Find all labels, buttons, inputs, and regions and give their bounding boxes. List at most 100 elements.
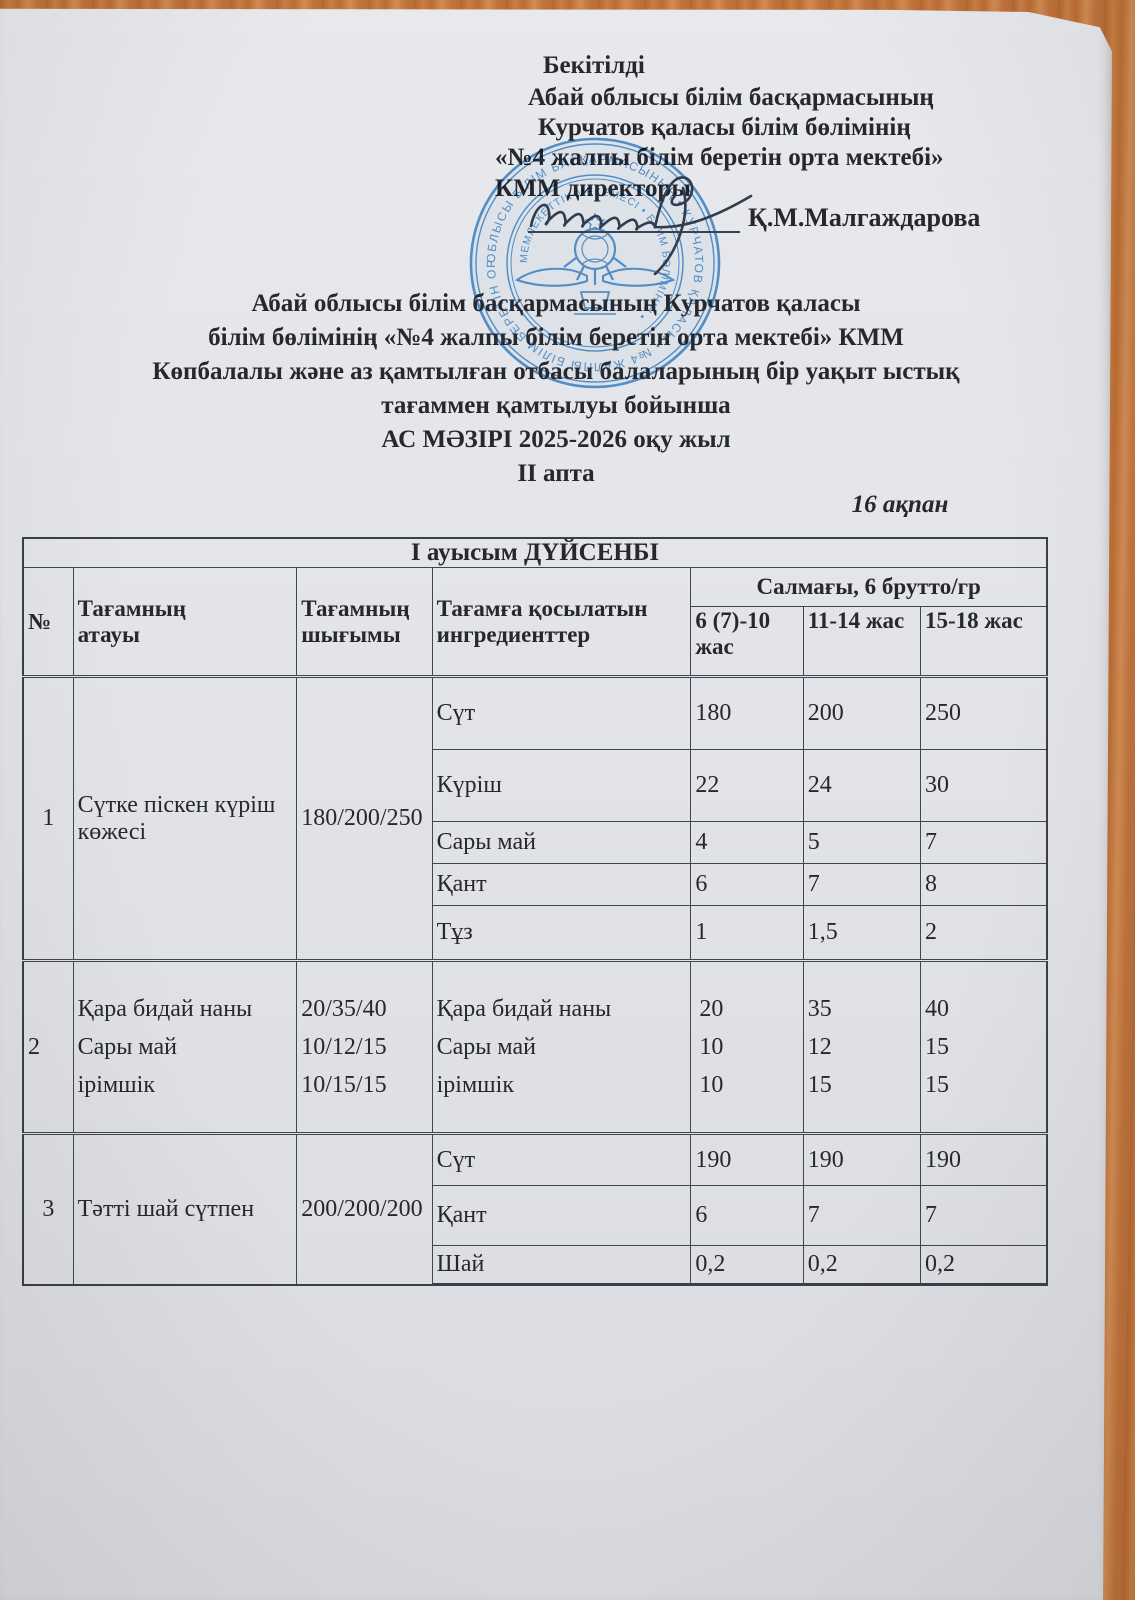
table-row-dish3-sub1: 3 Тәтті шай сүтпен 200/200/200 Сүт 190 1… (22, 1132, 1048, 1285)
table-row-dish3-sub2: Қант 6 7 7 (23, 1185, 1048, 1246)
ingredient-value: 24 (802, 749, 922, 822)
table-header-row-2: 6 (7)-10 жас 11-14 жас 15-18 жас (23, 606, 1048, 677)
ingredient-name: Сары май (436, 1034, 536, 1060)
title-line5: АС МӘЗІРІ 2025-2026 оқу жыл (381, 426, 731, 453)
ingredient-value: 12 (807, 1034, 832, 1060)
table-caption-row: I ауысым ДҮЙСЕНБІ (22, 537, 1048, 568)
approval-approved: Бекітілді (543, 52, 645, 79)
ingredient-value: 180 (690, 675, 804, 750)
ingredient-name: Сары май (431, 821, 692, 864)
dish2-values-age1: 20 10 10 (690, 959, 804, 1134)
ingredient-value: 0,2 (802, 1245, 922, 1286)
ingredient-value: 7 (802, 863, 922, 906)
ingredient-value: 1 (690, 905, 804, 961)
dish2-ingredients: Қара бидай наны Сары май ірімшік (431, 959, 692, 1134)
dish1-yield: 180/200/250 (296, 675, 433, 961)
ingredient-name: Шай (431, 1245, 692, 1286)
ingredient-name: Күріш (431, 749, 692, 822)
col-header-ingredients: Тағамға қосылатын ингредиенттер (431, 567, 692, 677)
official-stamp-icon: ОБЛЫСЫ БІЛІМ БАСҚАРМАСЫНЫҢ • КУРЧАТОВ ҚА… (462, 130, 721, 389)
col-header-age1: 6 (7)-10 жас (690, 606, 804, 677)
ingredient-name: Сүт (431, 1132, 692, 1186)
ingredient-value: 30 (920, 749, 1048, 822)
dish2-name-line: Сары май (77, 1034, 177, 1060)
ingredient-value: 190 (802, 1132, 922, 1186)
ingredient-value: 7 (802, 1185, 922, 1246)
ingredient-value: 7 (920, 821, 1048, 864)
dish2-name-line: Қара бидай наны (77, 996, 253, 1022)
ingredient-value: 22 (690, 749, 804, 822)
approval-org-line1: Абай облысы білім басқармасының (528, 84, 934, 111)
ingredient-value: 190 (690, 1132, 804, 1186)
ingredient-value: 6 (690, 1185, 804, 1246)
dish1-name: Сүтке піскен күріш көжесі (72, 675, 298, 961)
ingredient-value: 200 (802, 675, 922, 750)
dish2-values-age3: 40 15 15 (920, 959, 1048, 1134)
ingredient-value: 2 (920, 905, 1048, 961)
ingredient-name: Тұз (431, 905, 692, 961)
table-row-dish1-sub2: Күріш 22 24 30 (23, 749, 1048, 822)
col-header-weight: Салмағы, 6 брутто/гр (690, 567, 1048, 607)
ingredient-value: 190 (920, 1132, 1048, 1186)
ingredient-value: 20 (699, 996, 724, 1022)
dish2-yield-line: 20/35/40 (301, 996, 387, 1022)
dish2-values-age2: 35 12 15 (802, 959, 922, 1134)
dish3-no: 3 (22, 1132, 74, 1285)
ingredient-name: Қант (431, 863, 692, 906)
dish2-name: Қара бидай наны Сары май ірімшік (72, 959, 298, 1134)
handwritten-signature-icon (529, 176, 753, 276)
ingredient-value: 0,2 (920, 1245, 1048, 1286)
ingredient-value: 6 (690, 863, 804, 906)
ingredient-name: Қара бидай наны (436, 996, 612, 1022)
ingredient-value: 250 (920, 675, 1048, 750)
ingredient-value: 0,2 (690, 1245, 804, 1286)
table-row-dish3-sub3: Шай 0,2 0,2 0,2 (23, 1245, 1048, 1286)
title-line2: білім бөлімінің «№4 жалпы білім беретін … (208, 324, 904, 351)
ingredient-value: 10 (699, 1034, 724, 1060)
ingredient-value: 8 (920, 863, 1048, 906)
ingredient-value: 4 (690, 821, 804, 864)
col-header-name-line1: Тағамның (77, 595, 186, 621)
menu-date: 16 ақпан (851, 491, 949, 518)
ingredient-value: 1,5 (802, 905, 922, 961)
table-header-row-1: № Тағамның атауы Тағамның шығымы Тағамға… (22, 567, 1048, 677)
title-line3: Көпбалалы және аз қамтылған отбасы балал… (152, 358, 960, 385)
dish2-yield-line: 10/12/15 (301, 1034, 387, 1060)
ingredient-value: 7 (920, 1185, 1048, 1246)
document-title: Абай облысы білім басқармасының Курчатов… (20, 287, 1092, 491)
menu-table: I ауысым ДҮЙСЕНБІ № Тағамның атауы Тағам… (22, 537, 1048, 1286)
table-row-dish1-sub1: 1 Сүтке піскен күріш көжесі 180/200/250 … (22, 675, 1048, 961)
ingredient-value: 15 (925, 1034, 950, 1060)
title-line4: тағаммен қамтылуы бойынша (381, 392, 731, 419)
dish2-no: 2 (22, 959, 74, 1134)
table-row-dish1-sub5: Тұз 1 1,5 2 (23, 905, 1048, 961)
table-caption: I ауысым ДҮЙСЕНБІ (22, 537, 1048, 568)
ingredient-name: ірімшік (436, 1072, 514, 1098)
table-row-dish1-sub3: Сары май 4 5 7 (23, 821, 1048, 864)
ingredient-name: Қант (431, 1185, 692, 1246)
ingredient-value: 40 (925, 996, 950, 1022)
col-header-yield: Тағамның шығымы (296, 567, 433, 677)
approval-org-line2: Курчатов қаласы білім бөлімінің (538, 114, 911, 141)
ingredient-value: 10 (699, 1072, 724, 1098)
dish2-name-line: ірімшік (77, 1072, 155, 1098)
table-row-dish2: 2 Қара бидай наны Сары май ірімшік 20/35… (22, 959, 1048, 1134)
ingredient-value: 15 (925, 1072, 950, 1098)
dish2-yield-line: 10/15/15 (301, 1072, 387, 1098)
col-header-name-line2: атауы (77, 621, 140, 647)
col-header-no: № (22, 567, 74, 677)
signature-line (528, 231, 740, 233)
dish3-name: Тәтті шай сүтпен (72, 1132, 298, 1285)
dish2-yield: 20/35/40 10/12/15 10/15/15 (296, 959, 433, 1134)
dish1-no: 1 (22, 675, 74, 961)
signer-name: Қ.М.Малгаждарова (748, 203, 981, 232)
title-line6: II апта (517, 460, 595, 487)
col-header-name: Тағамның атауы (72, 567, 298, 677)
ingredient-value: 35 (807, 996, 832, 1022)
col-header-age2: 11-14 жас (802, 606, 922, 677)
ingredient-name: Сүт (431, 675, 692, 750)
ingredient-value: 15 (807, 1072, 832, 1098)
ingredient-value: 5 (802, 821, 922, 864)
title-line1: Абай облысы білім басқармасының Курчатов… (251, 290, 861, 317)
